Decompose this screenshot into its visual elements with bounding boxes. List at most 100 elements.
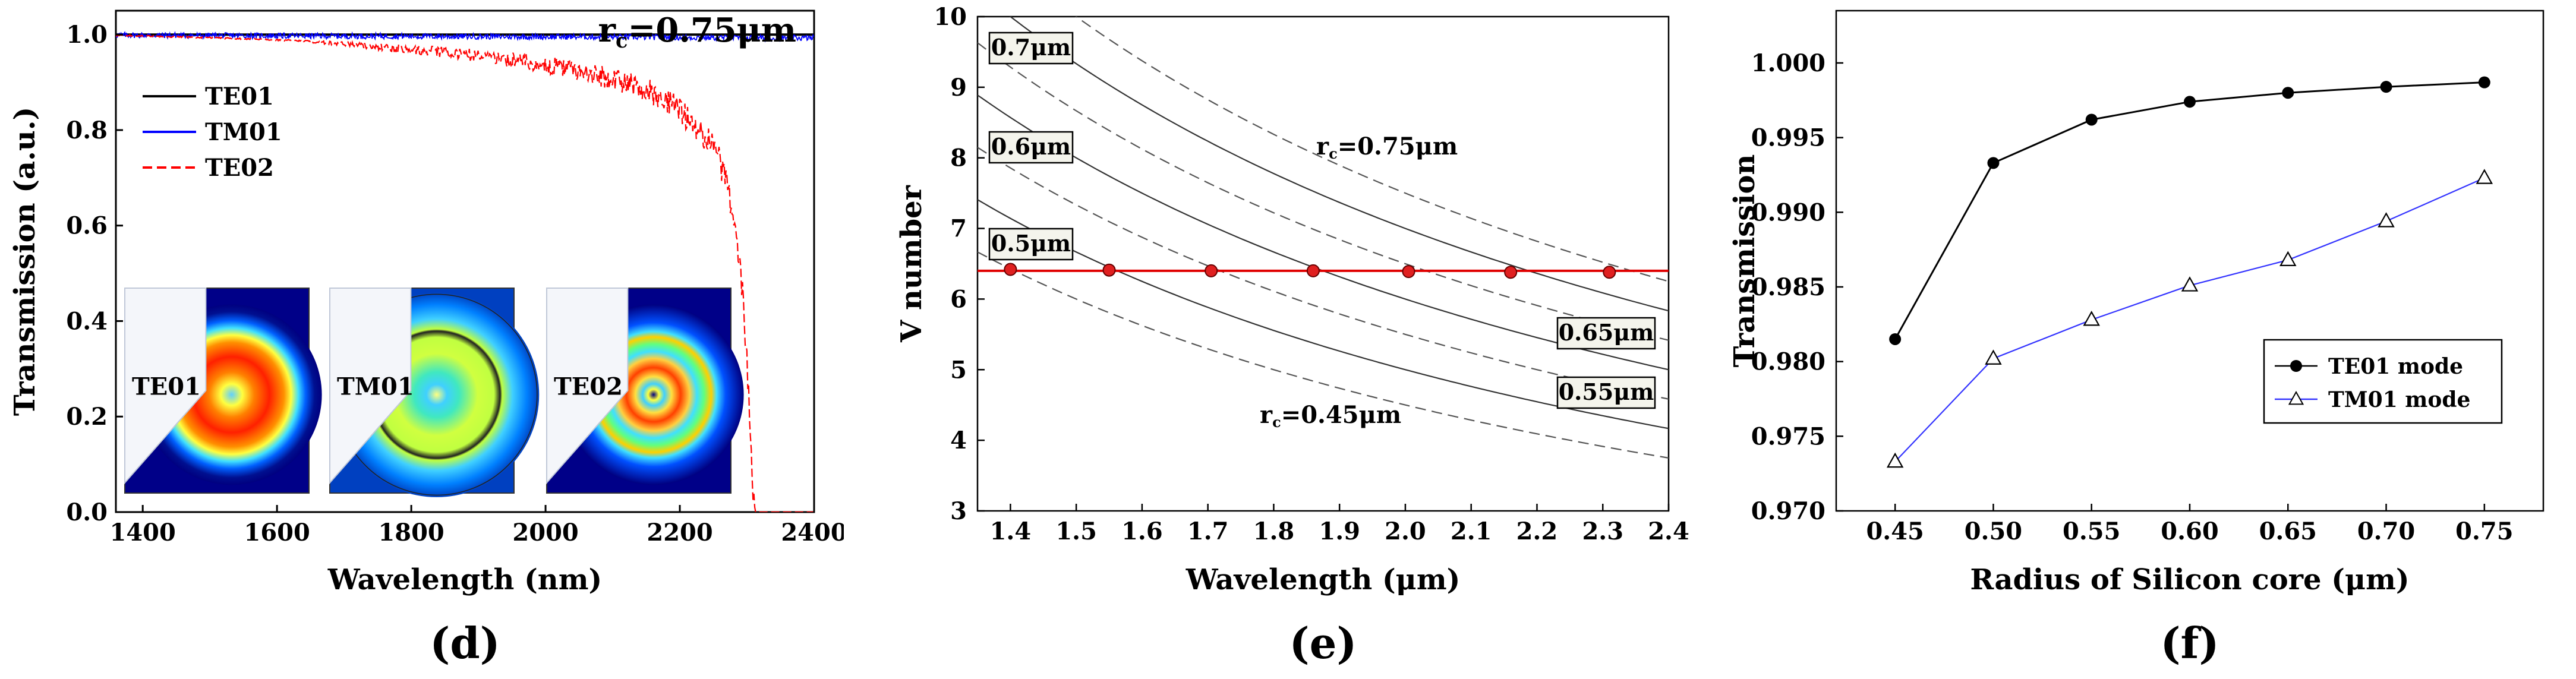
cutoff-point [1102, 263, 1116, 277]
data-point-te01 [2282, 87, 2294, 99]
cutoff-point [1603, 266, 1616, 279]
rc-label: rc=0.75μm [1316, 132, 1458, 162]
y-axis-label: Transmission [1728, 154, 1761, 368]
y-tick-label: 8 [950, 144, 967, 172]
x-axis-label: Wavelength (μm) [1185, 563, 1461, 596]
panel-e-chart: 1.4 1.5 1.6 1.7 1.8 1.9 2.0 2.1 2.2 2.3 2.4 3 4 5 6 7 8 9… [895, 3, 1689, 668]
chart-title-rest: =0.75μm [628, 11, 796, 50]
inset-te01: TE01 [124, 288, 322, 494]
panel-f-chart: 0.45 0.50 0.55 0.60 0.65 0.70 0.75 0.970 0.975 0.… [1728, 10, 2545, 668]
x-tick-label: 1800 [378, 519, 444, 547]
inset-te02: TE02 [546, 288, 744, 494]
boxed-label: 0.65μm [1559, 319, 1654, 346]
rc-label: rc=0.45μm [1260, 401, 1401, 431]
v-curve-r0.55 [978, 147, 1669, 400]
panel-d-chart: 1400 1600 1800 2000 2200 2400 0.0 0.2 0.4 0.6 0.8 1… [8, 10, 844, 668]
data-point-tm01 [2181, 276, 2199, 292]
x-tick-label: 0.75 [2455, 517, 2513, 545]
rc-label-sub: c [1272, 413, 1281, 431]
inset-label: TM01 [337, 372, 414, 400]
boxed-label-frame [988, 131, 1074, 164]
plot-area [976, 15, 1670, 512]
y-tick-label: 5 [950, 356, 967, 384]
y-tick-label: 0.980 [1751, 348, 1825, 376]
data-point-tm01 [2083, 311, 2100, 326]
inset-cutout [329, 288, 412, 485]
x-tick-label: 1.5 [1055, 517, 1097, 545]
legend-frame [2263, 339, 2503, 424]
data-point-te01 [2085, 113, 2098, 126]
inset-cutout [546, 288, 629, 485]
rc-label-rest: =0.45μm [1281, 401, 1402, 429]
y-tick-label: 0.995 [1751, 124, 1825, 152]
x-tick-label: 2.3 [1582, 517, 1623, 545]
cutoff-point [1402, 265, 1415, 279]
x-tick-label: 1600 [244, 519, 310, 547]
series-te02-line [116, 34, 814, 512]
boxed-label-frame [988, 31, 1074, 65]
x-tick-label: 1.6 [1121, 517, 1163, 545]
x-tick-label: 2000 [512, 519, 578, 547]
cutoff-point [1504, 266, 1518, 279]
x-axis-label: Radius of Silicon core (μm) [1970, 563, 2409, 596]
boxed-label: 0.55μm [1559, 378, 1654, 405]
series-group [116, 31, 814, 512]
y-tick-label: 0.6 [66, 212, 108, 240]
legend: TE01 TM01 TE02 [143, 83, 282, 182]
y-tick-label: 0.4 [66, 307, 108, 335]
x-tick-label: 0.50 [1965, 517, 2022, 545]
x-tick-label: 0.65 [2259, 517, 2317, 545]
x-tick-label: 1.8 [1253, 517, 1295, 545]
x-tick-label: 1.9 [1319, 517, 1360, 545]
v-curve-r0.45 [978, 251, 1669, 459]
x-tick-label: 2.0 [1385, 517, 1426, 545]
x-tick-label: 0.45 [1866, 517, 1924, 545]
boxed-label: 0.7μm [991, 34, 1071, 61]
y-tick-label: 0.0 [66, 498, 108, 526]
legend-label: TM01 mode [2328, 387, 2470, 412]
v-curve-r0.65 [978, 42, 1669, 341]
y-tick-label: 0.990 [1751, 198, 1825, 226]
data-point-te01 [1987, 157, 2000, 169]
x-tick-label: 0.55 [2063, 517, 2120, 545]
x-tick-label: 2.2 [1516, 517, 1558, 545]
plot-area [1835, 10, 2545, 512]
y-tick-label: 0.975 [1751, 422, 1825, 450]
y-tick-label: 3 [950, 497, 967, 525]
data-point-tm01 [2279, 251, 2297, 266]
curves-group [978, 17, 1669, 459]
x-tick-label: 0.70 [2357, 517, 2415, 545]
x-tick-label: 2.4 [1648, 517, 1689, 545]
v-curve-r0.75 [1075, 17, 1669, 282]
x-tick-label: 0.60 [2161, 517, 2218, 545]
x-tick-label: 2200 [647, 519, 712, 547]
data-point-te01 [2478, 76, 2490, 89]
y-tick-label: 0.8 [66, 116, 108, 144]
data-point-te01 [2380, 81, 2392, 93]
data-point-tm01 [2476, 169, 2493, 184]
chart-title-sub: c [616, 29, 628, 52]
x-tick-label: 2400 [781, 519, 844, 547]
cutoff-point [1306, 264, 1320, 277]
y-tick-label: 0.2 [66, 403, 108, 431]
y-tick-label: 10 [934, 3, 967, 31]
inset-cutout [124, 288, 207, 485]
panel-label-d: (d) [430, 618, 500, 668]
boxed-label-frame [1556, 376, 1656, 409]
legend-label: TE01 mode [2328, 354, 2463, 379]
y-tick-label: 0.985 [1751, 273, 1825, 301]
rc-label-sub: c [1329, 145, 1338, 162]
y-tick-label: 1.0 [66, 21, 108, 49]
cutoff-point [1004, 263, 1017, 276]
cutoff-point [1205, 264, 1218, 277]
panel-label-f: (f) [2160, 618, 2219, 668]
x-tick-label: 1.4 [990, 517, 1032, 545]
inset-label: TE01 [132, 372, 201, 400]
v-curve-r0.5 [978, 199, 1669, 429]
rc-label-main: r [1260, 401, 1273, 429]
y-tick-label: 7 [950, 215, 967, 243]
legend-label-te01: TE01 [205, 83, 274, 110]
x-tick-label: 2.1 [1451, 517, 1492, 545]
data-point-te01 [2184, 96, 2196, 108]
